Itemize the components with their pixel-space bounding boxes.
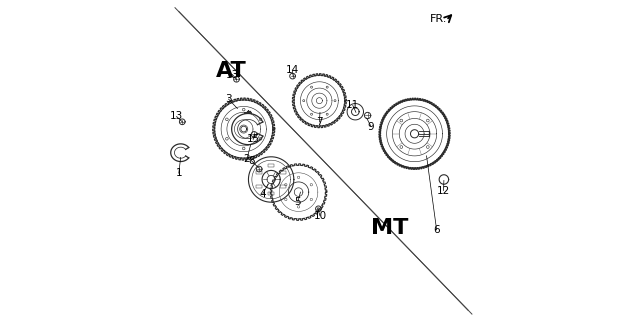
Text: 13: 13 (226, 70, 239, 80)
Text: 15: 15 (246, 135, 260, 144)
Text: 11: 11 (346, 100, 360, 110)
Text: 4: 4 (259, 189, 266, 199)
Text: 7: 7 (316, 117, 323, 127)
Text: 8: 8 (248, 156, 255, 166)
Text: 12: 12 (437, 185, 450, 196)
Text: 2: 2 (244, 154, 250, 164)
Text: 1: 1 (175, 168, 182, 178)
Text: 14: 14 (285, 65, 299, 75)
Text: AT: AT (216, 61, 247, 81)
Text: 6: 6 (433, 225, 440, 235)
Text: 13: 13 (170, 111, 183, 121)
Text: 5: 5 (294, 197, 301, 207)
Text: 3: 3 (225, 94, 232, 104)
Text: 9: 9 (368, 121, 374, 132)
Text: FR.: FR. (430, 14, 447, 24)
Text: 10: 10 (314, 211, 326, 221)
Text: MT: MT (371, 218, 408, 238)
